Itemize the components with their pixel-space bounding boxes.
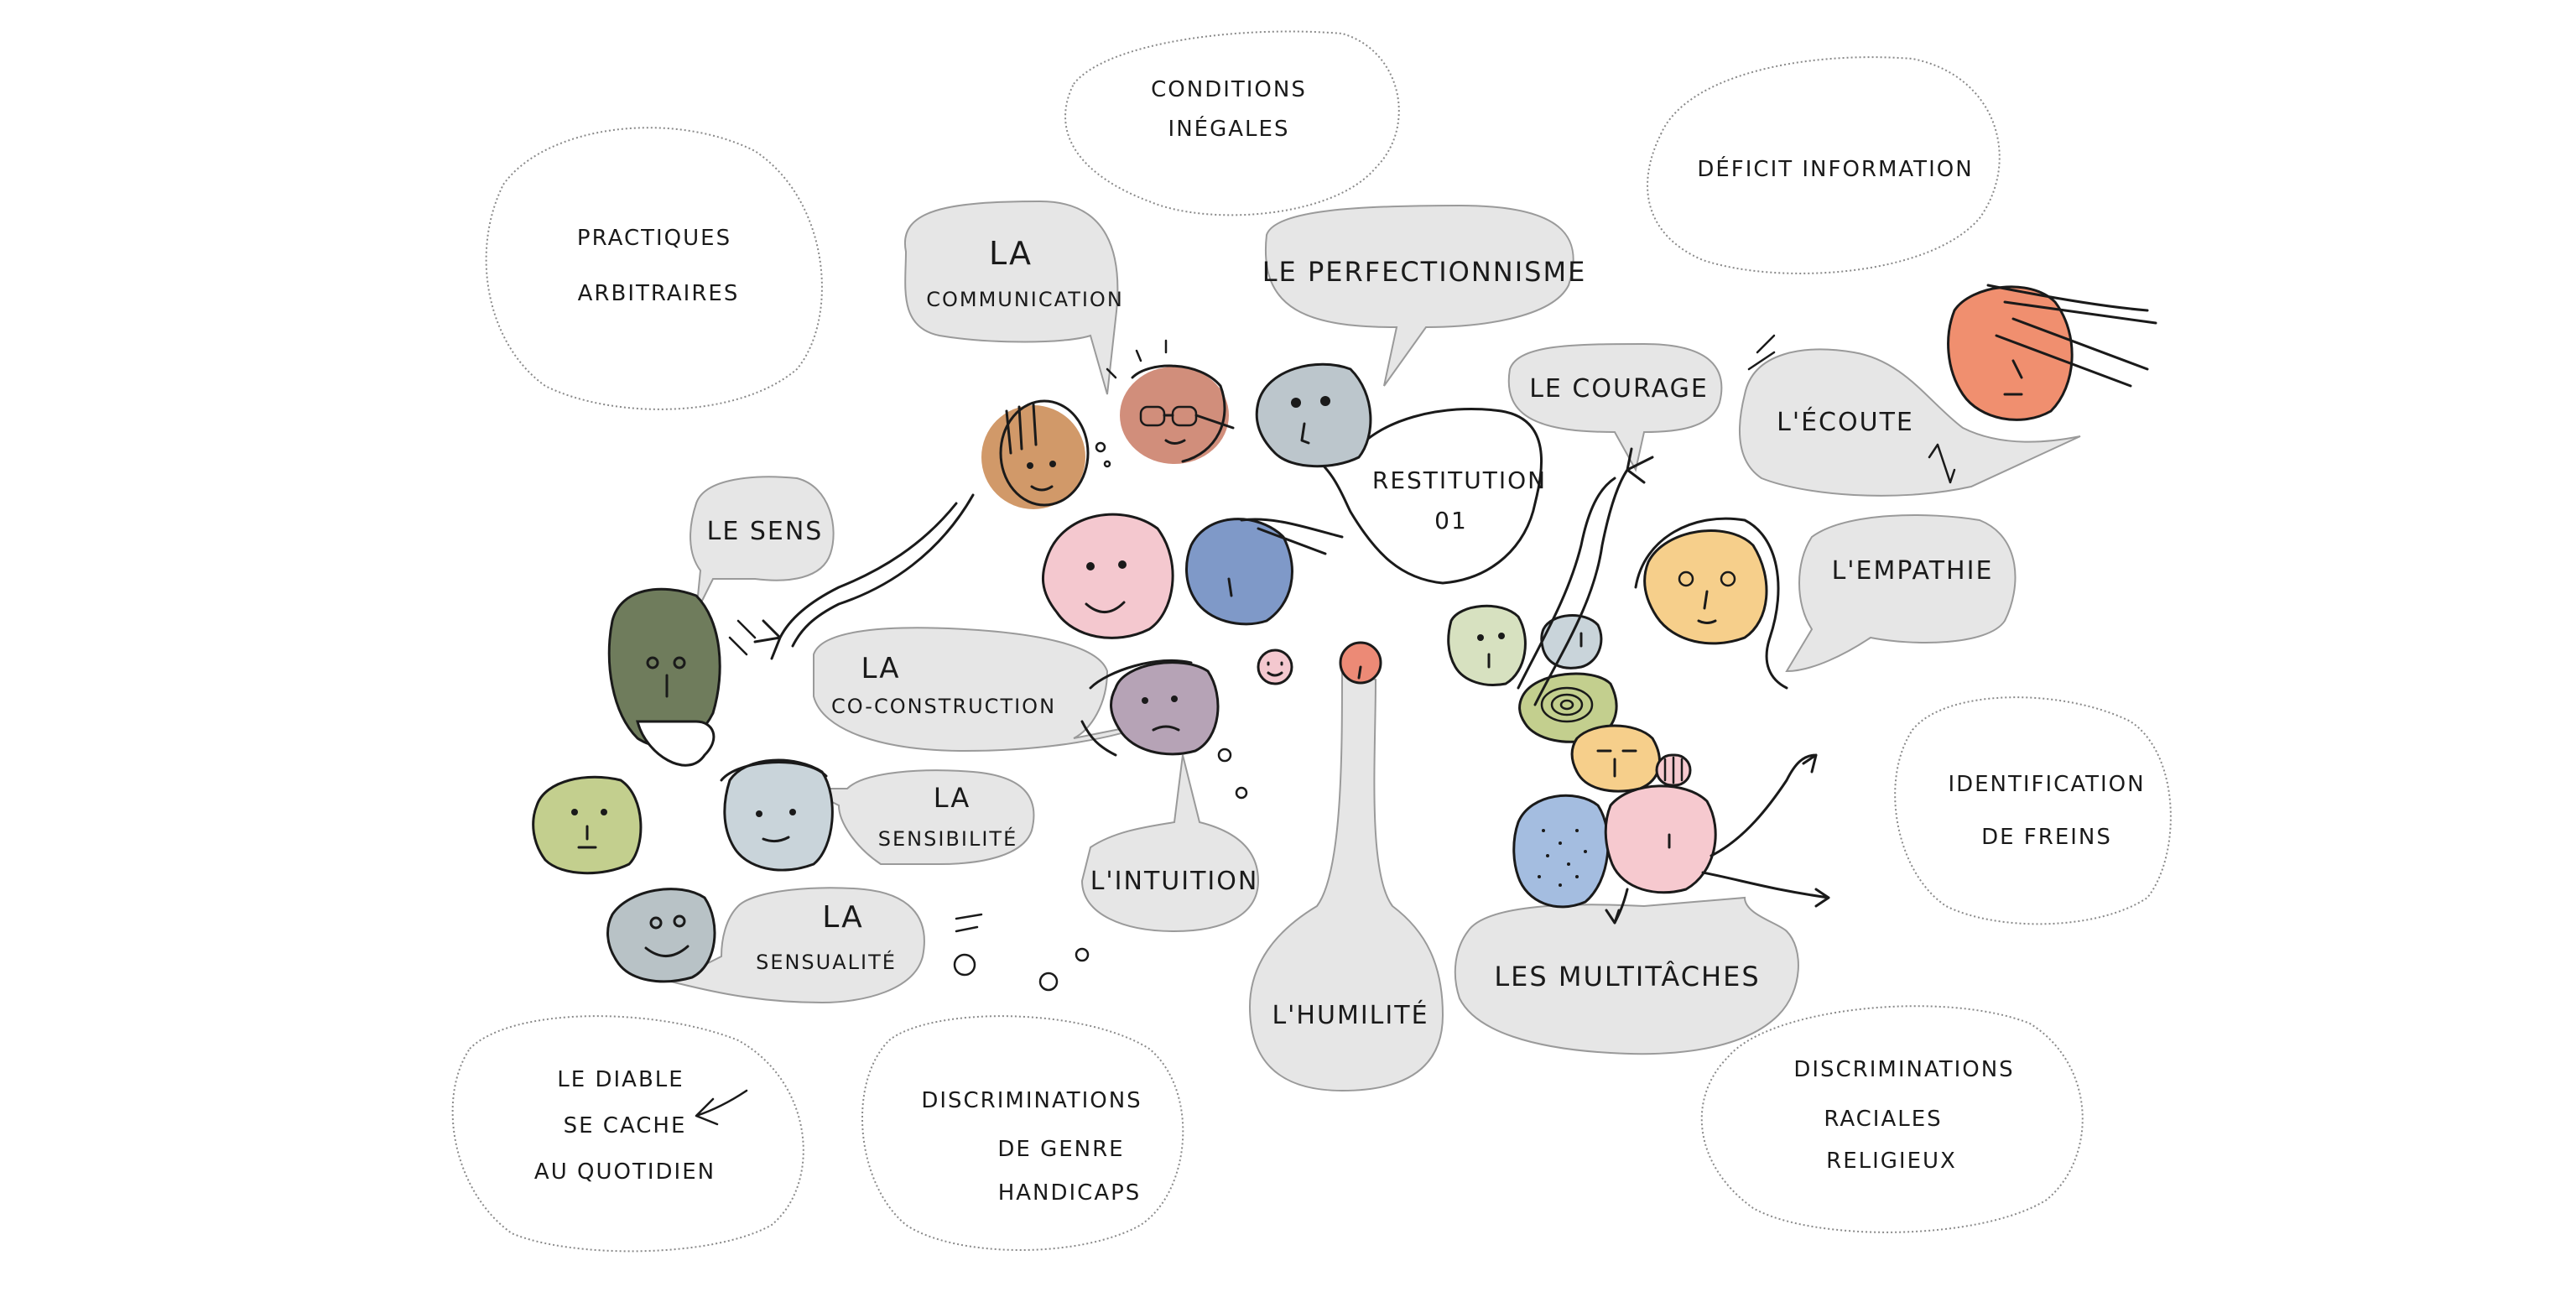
face-light-slate	[720, 758, 834, 872]
bubble-conditions-inegales-line2: INÉGALES	[1168, 115, 1290, 142]
face-gray-smiling	[606, 888, 716, 983]
bubble-restitution-central: RESTITUTION 01	[1304, 408, 1547, 585]
bubble-genre-line2: DE GENRE	[997, 1137, 1124, 1162]
bubble-l-humilite: L'HUMILITÉ	[1248, 669, 1444, 1092]
bubble-pratiques-line1: PRACTIQUES	[577, 226, 731, 251]
bubble-diable-line2: SE CACHE	[564, 1113, 687, 1138]
arrow-left-icon	[695, 1089, 748, 1126]
face-salmon	[1947, 284, 2157, 421]
decorative-marks	[728, 334, 1776, 992]
bubble-le-courage: LE COURAGE	[1507, 342, 1723, 472]
bubble-genre-line3: HANDICAPS	[998, 1180, 1142, 1206]
face-yellow	[1570, 724, 1661, 793]
bubble-la-sensualite: LA SENSUALITÉ	[669, 887, 925, 1004]
bubble-deficit-information: DÉFICIT INFORMATION	[1647, 56, 2001, 274]
face-blue	[1185, 518, 1344, 626]
bubble-sensibilite-line1: LA	[934, 782, 971, 814]
face-sage	[1447, 604, 1527, 686]
bubble-le-diable: LE DIABLE SE CACHE AU QUOTIDIEN	[451, 1015, 804, 1253]
bubble-courage-line1: LE COURAGE	[1529, 374, 1709, 404]
bubble-l-empathie: L'EMPATHIE	[1785, 514, 2017, 673]
face-terracotta-glasses	[1106, 339, 1235, 464]
bubble-l-intuition: L'INTUITION	[1080, 754, 1260, 933]
bubble-la-co-construction: LA CO-CONSTRUCTION	[813, 627, 1158, 753]
face-mauve	[1080, 659, 1220, 757]
bubble-la-sensibilite: LA SENSIBILITÉ	[804, 769, 1035, 865]
face-coral	[1339, 641, 1382, 685]
bubble-pratiques-arbitraires: PRACTIQUES ARBITRAIRES	[485, 127, 823, 410]
bubble-le-sens: LE SENS	[690, 476, 835, 613]
bubble-communication-line1: LA	[989, 235, 1033, 272]
bubble-les-multitaches: LES MULTITÂCHES	[1454, 896, 1799, 1055]
face-dotted-blue	[1512, 794, 1610, 909]
bubble-sensualite-line1: LA	[822, 900, 864, 935]
bubble-sens-line1: LE SENS	[707, 517, 824, 546]
bubble-conditions-inegales: CONDITIONS INÉGALES	[1064, 30, 1400, 216]
face-lime	[532, 775, 643, 875]
bubble-raciales-line3: RELIGIEUX	[1826, 1149, 1957, 1174]
bubble-l-ecoute: L'ÉCOUTE	[1739, 348, 2081, 497]
face-yellow-big-hair	[1634, 517, 1788, 690]
bubble-raciales-line1: DISCRIMINATIONS	[1793, 1057, 2014, 1082]
bubble-conditions-inegales-line1: CONDITIONS	[1151, 77, 1307, 102]
bubble-genre-line1: DISCRIMINATIONS	[921, 1088, 1142, 1113]
bubble-diable-line1: LE DIABLE	[557, 1067, 684, 1092]
face-slate	[1255, 362, 1372, 468]
bubble-empathie-line1: L'EMPATHIE	[1832, 556, 1994, 586]
bubble-identification-line2: DE FREINS	[1981, 825, 2112, 850]
bubble-sensualite-line2: SENSUALITÉ	[756, 950, 897, 974]
face-small-gray	[1540, 614, 1603, 669]
bubble-la-communication: LA COMMUNICATION	[903, 200, 1124, 395]
central-title-line1: RESTITUTION	[1372, 466, 1547, 494]
bubble-sensibilite-line2: SENSIBILITÉ	[878, 826, 1017, 851]
bubble-le-perfectionnisme: LE PERFECTIONNISME	[1262, 204, 1587, 387]
face-olive-bearded	[607, 587, 721, 767]
central-title-line2: 01	[1434, 507, 1468, 534]
bubble-coconstruction-line1: LA	[861, 652, 901, 685]
bubble-coconstruction-line2: CO-CONSTRUCTION	[831, 695, 1056, 718]
bubble-discriminations-raciales: DISCRIMINATIONS RACIALES RELIGIEUX	[1700, 1005, 2084, 1233]
bubble-communication-line2: COMMUNICATION	[926, 288, 1124, 311]
bubble-raciales-line2: RACIALES	[1824, 1107, 1942, 1132]
bubble-pratiques-line2: ARBITRAIRES	[578, 281, 740, 306]
bubble-identification-de-freins: IDENTIFICATION DE FREINS	[1894, 696, 2172, 925]
face-orange	[981, 399, 1090, 509]
face-small-pink	[1257, 649, 1293, 685]
connector-lines	[753, 443, 1956, 925]
face-light-pink	[1604, 753, 1717, 894]
bubble-intuition-line1: L'INTUITION	[1090, 867, 1259, 896]
bubble-perfectionnisme-line1: LE PERFECTIONNISME	[1262, 256, 1587, 288]
face-pink	[1041, 513, 1174, 639]
bubble-diable-line3: AU QUOTIDIEN	[534, 1159, 716, 1185]
bubble-humilite-line1: L'HUMILITÉ	[1272, 1000, 1429, 1030]
bubble-ecoute-line1: L'ÉCOUTE	[1777, 407, 1914, 437]
bubble-multitaches-line1: LES MULTITÂCHES	[1494, 961, 1760, 992]
bubble-identification-line1: IDENTIFICATION	[1948, 772, 2145, 797]
bubble-deficit-line1: DÉFICIT INFORMATION	[1697, 155, 1973, 182]
bubble-discriminations-genre: DISCRIMINATIONS DE GENRE HANDICAPS	[861, 1015, 1184, 1251]
